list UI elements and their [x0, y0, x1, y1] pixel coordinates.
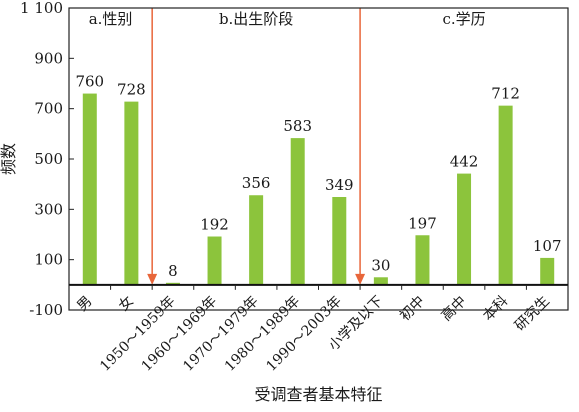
bar-value-label-7: 30 [371, 256, 390, 274]
bar-value-label-5: 583 [283, 117, 312, 135]
bar-9 [457, 173, 472, 285]
x-category-label-3: 1960～1969年 [139, 293, 221, 375]
x-category-label-4: 1970～1979年 [180, 293, 262, 375]
bar-2 [165, 282, 180, 285]
bar-value-label-3: 192 [200, 216, 229, 234]
bar-value-label-4: 356 [242, 174, 271, 192]
y-tick-label-3: 500 [34, 150, 63, 168]
bar-value-label-6: 349 [325, 176, 354, 194]
y-tick-label-2: 300 [34, 200, 63, 218]
group-divider-arrowhead-2 [355, 273, 366, 285]
x-category-label-8: 初中 [396, 292, 428, 324]
y-tick-label-6: 1 100 [20, 0, 63, 17]
x-axis-title: 受调查者基本特征 [254, 385, 382, 404]
bar-8 [415, 235, 430, 285]
bar-value-label-10: 712 [491, 85, 520, 103]
x-category-label-1: 女 [115, 292, 137, 314]
bar-6 [332, 197, 347, 285]
y-axis-title: 频数 [0, 143, 18, 175]
x-category-label-9: 高中 [438, 292, 470, 324]
x-category-label-11: 研究生 [512, 293, 553, 334]
bar-0 [82, 93, 97, 285]
bar-4 [249, 195, 264, 285]
x-category-label-6: 1990～2003年 [263, 293, 345, 375]
group-divider-arrowhead-1 [147, 273, 158, 285]
bar-7 [373, 277, 388, 285]
bar-value-label-9: 442 [450, 153, 479, 171]
x-category-label-2: 1950～1959年 [97, 293, 179, 375]
y-tick-label-5: 900 [34, 49, 63, 67]
y-tick-label-4: 700 [34, 100, 63, 118]
x-category-label-0: 男 [74, 293, 95, 314]
plot-frame [68, 7, 569, 311]
x-category-label-10: 本科 [480, 293, 511, 324]
bar-value-label-0: 760 [75, 73, 104, 91]
bar-3 [207, 236, 222, 285]
group-label-0: a.性别 [89, 10, 133, 28]
y-tick-label-1: 100 [34, 251, 63, 269]
bar-11 [540, 257, 555, 285]
bar-10 [498, 105, 513, 285]
bar-value-label-8: 197 [408, 214, 437, 232]
y-tick-label-0: -100 [29, 301, 63, 319]
bar-value-label-11: 107 [533, 237, 562, 255]
bar-value-label-2: 8 [168, 262, 178, 280]
x-category-label-5: 1980～1989年 [222, 293, 304, 375]
group-label-1: b.出生阶段 [219, 10, 293, 28]
bar-value-label-1: 728 [117, 81, 146, 99]
bar-5 [290, 138, 305, 285]
group-label-2: c.学历 [442, 10, 485, 28]
bar-1 [124, 101, 139, 285]
